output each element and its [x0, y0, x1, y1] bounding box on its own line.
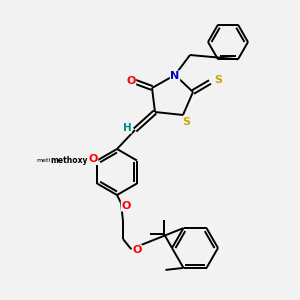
Text: S: S: [182, 117, 190, 127]
Text: methoxy: methoxy: [50, 156, 88, 165]
Text: O: O: [126, 76, 136, 86]
Text: methoxy: methoxy: [37, 158, 64, 163]
Text: S: S: [214, 75, 222, 85]
Text: methoxy: methoxy: [37, 158, 67, 164]
Text: O: O: [88, 154, 98, 164]
Text: N: N: [170, 71, 180, 81]
Text: H: H: [123, 123, 131, 133]
Text: O: O: [121, 201, 131, 211]
Text: O: O: [132, 245, 142, 255]
